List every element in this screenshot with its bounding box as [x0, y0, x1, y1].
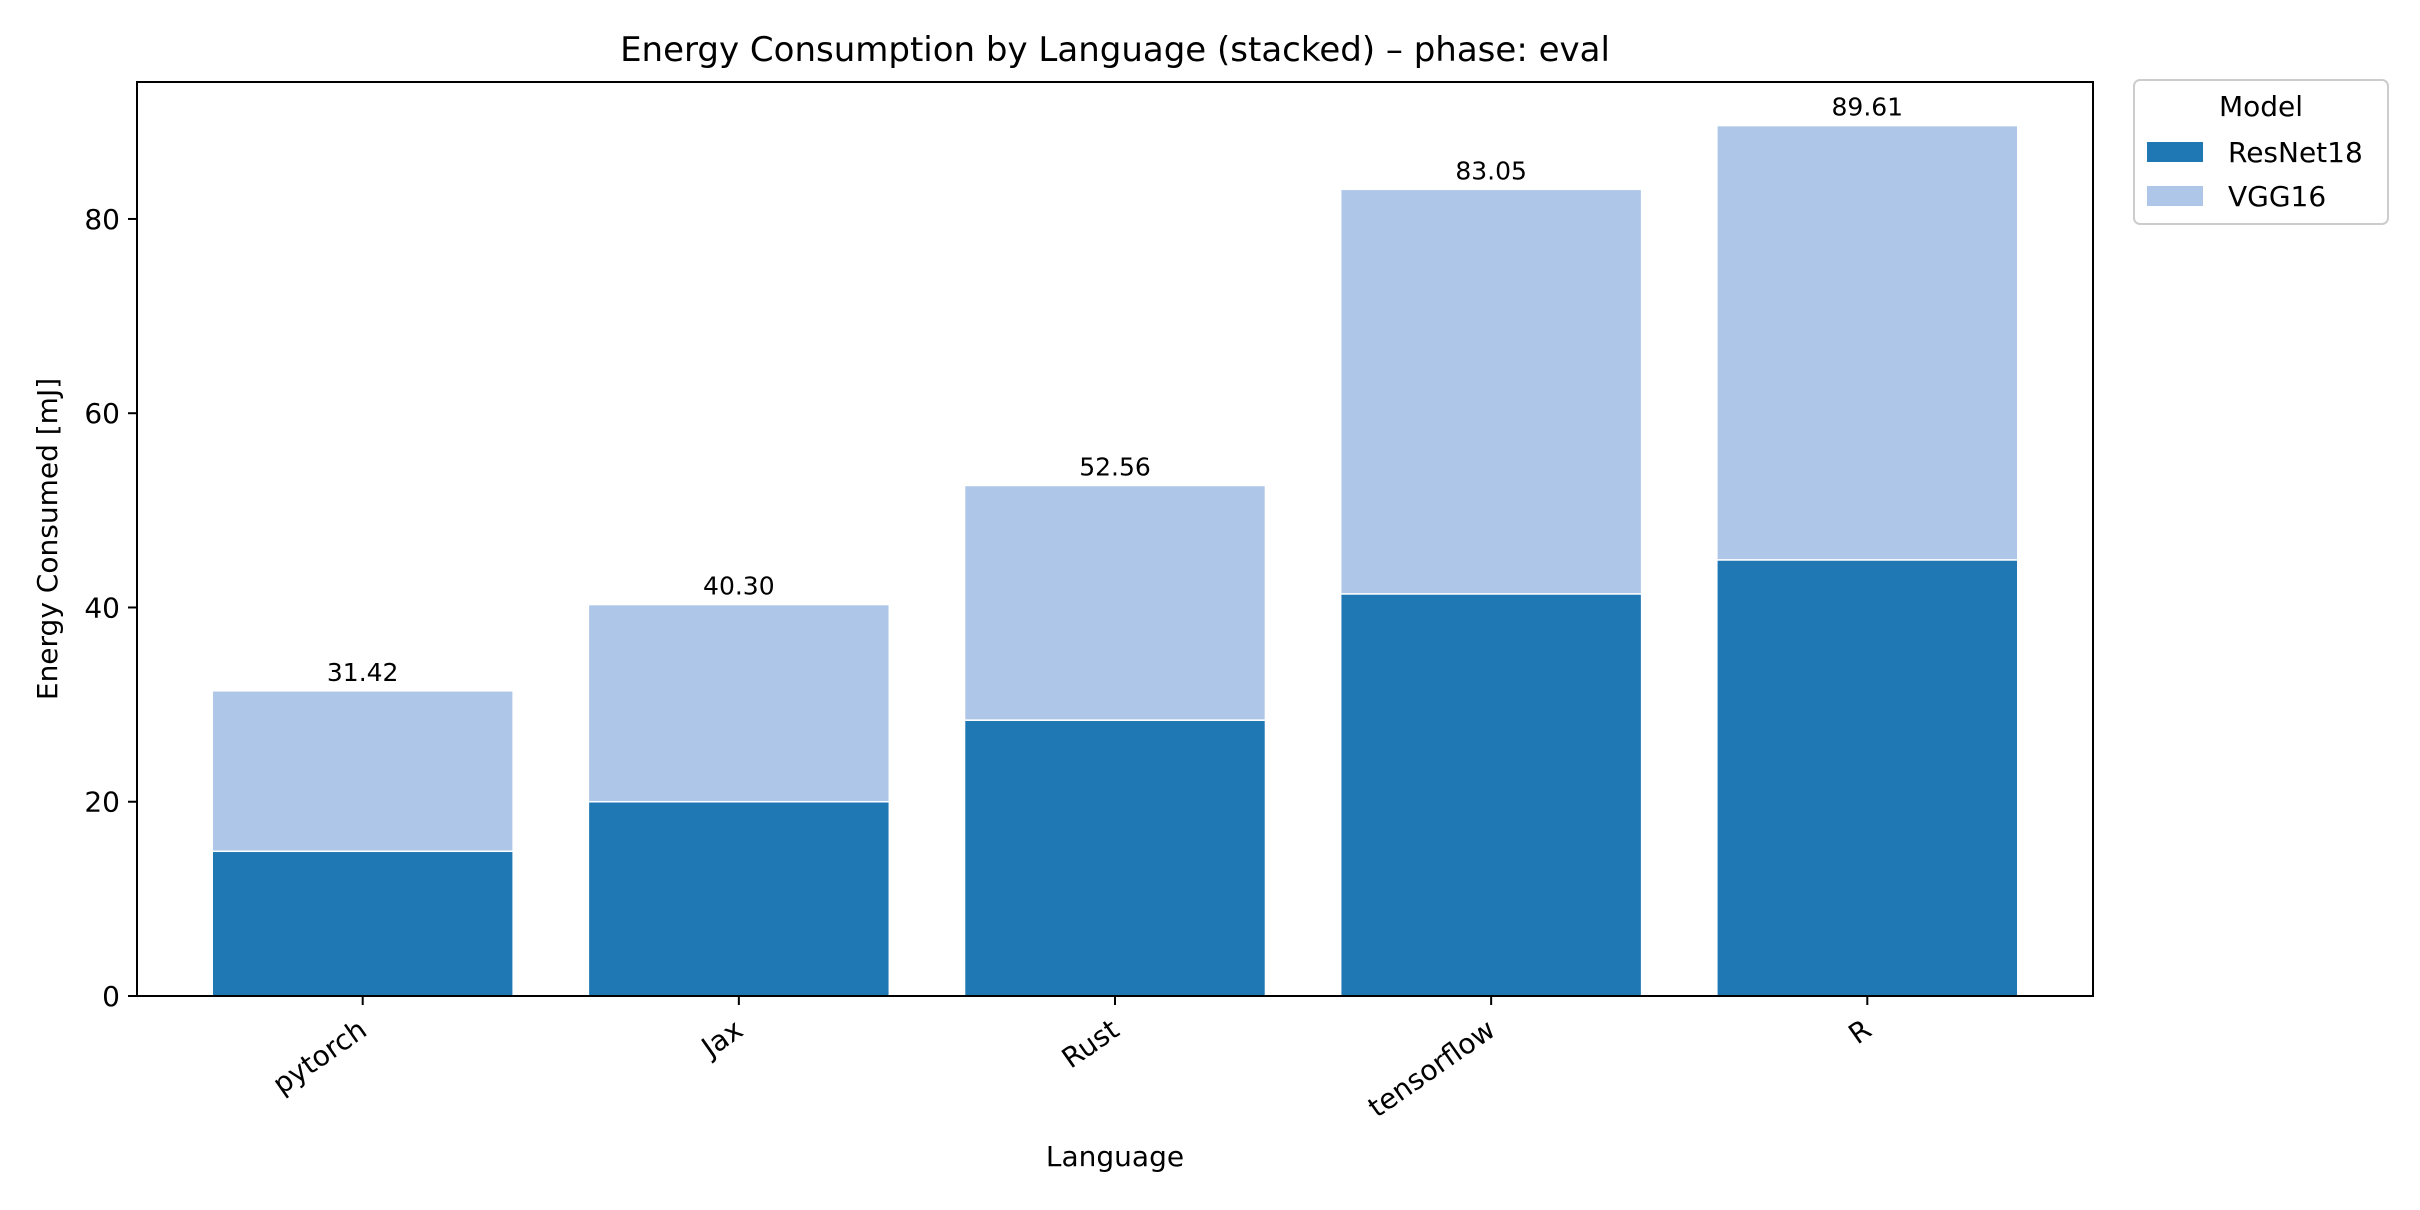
legend: Model ResNet18 VGG16 — [2133, 79, 2389, 225]
total-label-tensorflow: 83.05 — [1455, 156, 1527, 185]
bars-layer: 31.42 40.30 52.56 83.05 89.61 — [211, 93, 2019, 997]
bar-resnet18-rust — [963, 719, 1267, 997]
bar-resnet18-jax — [587, 800, 891, 997]
bar-vgg16-pytorch — [211, 690, 514, 853]
bar-resnet18-tensorflow — [1339, 593, 1643, 997]
y-tick-label: 0 — [102, 980, 120, 1013]
legend-swatch-resnet18 — [2147, 142, 2203, 162]
y-tick-label: 40 — [84, 591, 120, 624]
y-tick-label: 80 — [84, 203, 120, 236]
x-axis-label: Language — [1046, 1140, 1184, 1173]
bar-vgg16-tensorflow — [1339, 188, 1643, 595]
legend-label-vgg16: VGG16 — [2228, 180, 2326, 213]
legend-swatch-vgg16 — [2147, 186, 2203, 206]
bar-vgg16-rust — [963, 484, 1267, 721]
bar-resnet18-r — [1716, 559, 2019, 997]
plot-frame — [136, 81, 2094, 997]
total-label-jax: 40.30 — [703, 572, 775, 601]
y-axis-label: Energy Consumed [mJ] — [31, 378, 64, 700]
total-label-rust: 52.56 — [1079, 452, 1151, 481]
total-label-pytorch: 31.42 — [327, 658, 399, 687]
chart-title: Energy Consumption by Language (stacked)… — [620, 30, 1610, 70]
y-tick-label: 20 — [84, 786, 120, 819]
bar-vgg16-r — [1716, 124, 2019, 561]
total-label-r: 89.61 — [1832, 93, 1904, 122]
bar-vgg16-jax — [587, 603, 891, 803]
legend-label-resnet18: ResNet18 — [2228, 136, 2363, 169]
legend-title: Model — [2219, 90, 2303, 123]
y-tick-label: 60 — [84, 397, 120, 430]
bar-resnet18-pytorch — [211, 850, 514, 997]
